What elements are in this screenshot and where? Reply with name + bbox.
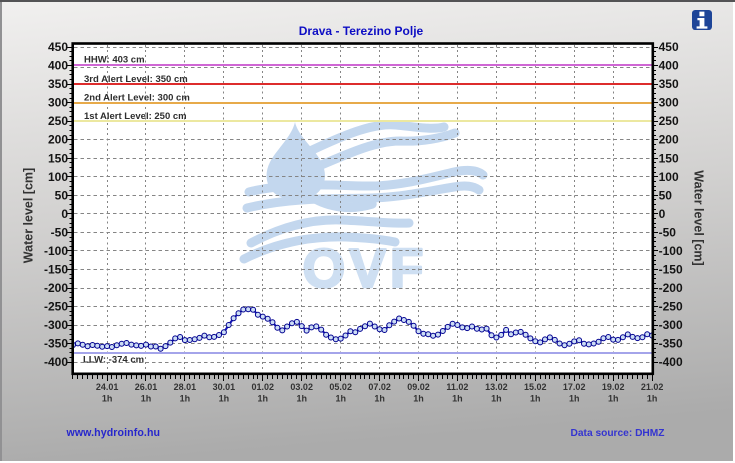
svg-text:03.02: 03.02 (290, 382, 313, 392)
svg-text:OVF: OVF (302, 237, 427, 299)
svg-text:-50: -50 (51, 225, 69, 239)
svg-text:HHW: 403 cm: HHW: 403 cm (84, 54, 145, 65)
svg-text:-350: -350 (44, 337, 68, 351)
svg-text:1h: 1h (491, 394, 502, 404)
svg-text:1h: 1h (530, 394, 541, 404)
svg-text:300: 300 (48, 96, 68, 110)
svg-text:-150: -150 (659, 263, 683, 277)
svg-text:100: 100 (48, 170, 68, 184)
svg-text:1h: 1h (608, 394, 619, 404)
svg-text:Water level [cm]: Water level [cm] (692, 170, 706, 265)
svg-text:350: 350 (48, 77, 68, 91)
svg-text:28.01: 28.01 (174, 382, 197, 392)
svg-text:1h: 1h (647, 394, 658, 404)
svg-text:200: 200 (48, 133, 68, 147)
svg-text:21.02: 21.02 (641, 382, 664, 392)
svg-text:1h: 1h (413, 394, 424, 404)
svg-text:200: 200 (659, 133, 679, 147)
svg-text:1h: 1h (258, 394, 269, 404)
svg-text:05.02: 05.02 (329, 382, 352, 392)
svg-text:Data source: DHMZ: Data source: DHMZ (571, 428, 665, 439)
svg-text:0: 0 (61, 207, 68, 221)
svg-text:-150: -150 (44, 263, 68, 277)
svg-text:3rd Alert Level: 350 cm: 3rd Alert Level: 350 cm (84, 74, 188, 85)
svg-text:09.02: 09.02 (407, 382, 430, 392)
svg-text:30.01: 30.01 (213, 382, 236, 392)
svg-text:2nd Alert Level: 300 cm: 2nd Alert Level: 300 cm (84, 93, 190, 104)
svg-text:-250: -250 (44, 300, 68, 314)
svg-text:-250: -250 (659, 300, 683, 314)
svg-text:1h: 1h (374, 394, 385, 404)
svg-text:400: 400 (48, 59, 68, 73)
svg-text:-400: -400 (44, 355, 68, 369)
svg-text:450: 450 (48, 40, 68, 54)
svg-text:50: 50 (659, 188, 673, 202)
svg-text:300: 300 (659, 96, 679, 110)
svg-text:0: 0 (659, 207, 666, 221)
svg-text:100: 100 (659, 170, 679, 184)
svg-text:450: 450 (659, 40, 679, 54)
svg-text:50: 50 (55, 188, 69, 202)
svg-text:Drava - Terezino Polje: Drava - Terezino Polje (299, 24, 424, 38)
svg-text:1h: 1h (102, 394, 113, 404)
svg-text:1h: 1h (452, 394, 463, 404)
svg-text:13.02: 13.02 (485, 382, 508, 392)
svg-text:150: 150 (48, 151, 68, 165)
svg-text:07.02: 07.02 (368, 382, 391, 392)
svg-text:19.02: 19.02 (602, 382, 625, 392)
svg-text:-50: -50 (659, 225, 677, 239)
svg-text:-200: -200 (659, 281, 683, 295)
svg-text:250: 250 (659, 114, 679, 128)
svg-text:01.02: 01.02 (252, 382, 275, 392)
svg-text:250: 250 (48, 114, 68, 128)
svg-text:Water level [cm]: Water level [cm] (22, 168, 36, 263)
svg-text:1h: 1h (141, 394, 152, 404)
svg-text:www.hydroinfo.hu: www.hydroinfo.hu (66, 427, 161, 439)
svg-text:350: 350 (659, 77, 679, 91)
svg-text:24.01: 24.01 (96, 382, 119, 392)
svg-text:LLW: -374 cm: LLW: -374 cm (83, 354, 144, 365)
svg-text:-100: -100 (659, 244, 683, 258)
svg-text:17.02: 17.02 (563, 382, 586, 392)
svg-text:-400: -400 (659, 355, 683, 369)
svg-text:1h: 1h (219, 394, 230, 404)
svg-text:150: 150 (659, 151, 679, 165)
svg-text:-100: -100 (44, 244, 68, 258)
svg-text:-300: -300 (44, 318, 68, 332)
svg-text:26.01: 26.01 (135, 382, 158, 392)
svg-text:400: 400 (659, 59, 679, 73)
svg-text:15.02: 15.02 (524, 382, 547, 392)
svg-text:1h: 1h (569, 394, 580, 404)
svg-text:-300: -300 (659, 318, 683, 332)
svg-text:1h: 1h (296, 394, 307, 404)
svg-text:-200: -200 (44, 281, 68, 295)
svg-text:-350: -350 (659, 337, 683, 351)
svg-text:1h: 1h (335, 394, 346, 404)
svg-text:1h: 1h (180, 394, 191, 404)
svg-text:11.02: 11.02 (446, 382, 468, 392)
svg-text:1st Alert Level: 250 cm: 1st Alert Level: 250 cm (84, 111, 187, 122)
